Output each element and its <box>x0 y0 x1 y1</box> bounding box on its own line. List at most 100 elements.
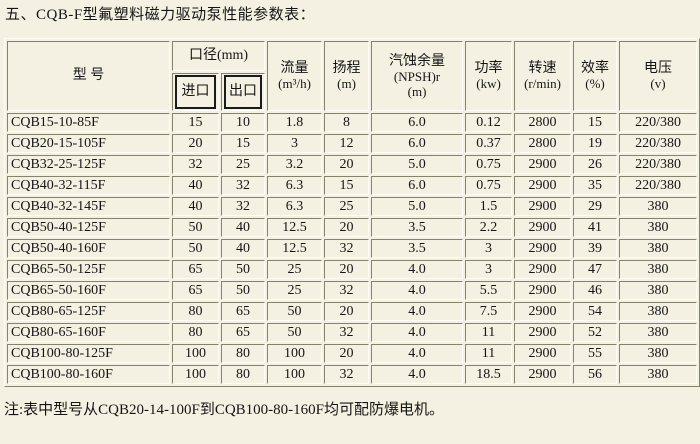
cell-npsh: 4.0 <box>371 344 464 363</box>
cell-speed: 2900 <box>514 239 572 258</box>
table-row: CQB80-65-160F 80 65 50 32 4.0 11 2900 52 380 <box>7 323 698 342</box>
cell-head: 20 <box>324 302 370 321</box>
cell-inlet: 80 <box>172 302 219 321</box>
cell-inlet: 100 <box>172 344 219 363</box>
cell-inlet: 15 <box>172 113 219 132</box>
cell-efficiency: 47 <box>573 260 618 279</box>
cell-model: CQB40-32-145F <box>7 197 170 216</box>
cell-power: 2.2 <box>465 218 513 237</box>
cell-speed: 2900 <box>514 323 572 342</box>
cell-outlet: 25 <box>221 155 266 174</box>
cell-voltage: 380 <box>619 197 698 216</box>
cell-power: 0.75 <box>465 176 513 195</box>
cell-speed: 2900 <box>514 218 572 237</box>
cell-npsh: 6.0 <box>371 113 464 132</box>
cell-speed: 2800 <box>514 134 572 153</box>
cell-voltage: 380 <box>619 218 698 237</box>
cell-voltage: 380 <box>619 365 698 384</box>
cell-model: CQB32-25-125F <box>7 155 170 174</box>
outlet-box: 出口 <box>224 75 263 109</box>
header-inlet: 进口 <box>172 73 219 111</box>
cell-npsh: 5.0 <box>371 197 464 216</box>
cell-power: 18.5 <box>465 365 513 384</box>
cell-head: 32 <box>324 323 370 342</box>
cell-efficiency: 56 <box>573 365 618 384</box>
cell-head: 8 <box>324 113 370 132</box>
cell-flow: 50 <box>267 302 323 321</box>
cell-inlet: 65 <box>172 281 219 300</box>
cell-inlet: 40 <box>172 176 219 195</box>
header-voltage: 电压 (v) <box>619 41 698 111</box>
cell-model: CQB40-32-115F <box>7 176 170 195</box>
cell-flow: 25 <box>267 281 323 300</box>
cell-efficiency: 35 <box>573 176 618 195</box>
cell-flow: 12.5 <box>267 218 323 237</box>
cell-flow: 6.3 <box>267 197 323 216</box>
cell-npsh: 3.5 <box>371 218 464 237</box>
cell-power: 0.12 <box>465 113 513 132</box>
cell-flow: 3.2 <box>267 155 323 174</box>
table-row: CQB65-50-125F 65 50 25 20 4.0 3 2900 47 380 <box>7 260 698 279</box>
cell-inlet: 65 <box>172 260 219 279</box>
page-title: 五、CQB-F型氟塑料磁力驱动泵性能参数表： <box>5 7 316 23</box>
table-row: CQB100-80-125F 100 80 100 20 4.0 11 2900 55 380 <box>7 344 698 363</box>
cell-outlet: 50 <box>221 281 266 300</box>
cell-voltage: 220/380 <box>619 134 698 153</box>
cell-outlet: 32 <box>221 197 266 216</box>
cell-head: 25 <box>324 197 370 216</box>
cell-efficiency: 52 <box>573 323 618 342</box>
cell-efficiency: 39 <box>573 239 618 258</box>
cell-flow: 1.8 <box>267 113 323 132</box>
cell-voltage: 380 <box>619 323 698 342</box>
cell-npsh: 4.0 <box>371 323 464 342</box>
cell-flow: 50 <box>267 323 323 342</box>
table-header: 型 号 口径(mm) 流量 (m³/h) 扬程 (m) 汽蚀余量 (NPSH)r… <box>7 41 698 111</box>
cell-voltage: 220/380 <box>619 113 698 132</box>
header-power: 功率 (kw) <box>465 41 513 111</box>
cell-npsh: 4.0 <box>371 260 464 279</box>
cell-npsh: 4.0 <box>371 302 464 321</box>
cell-efficiency: 41 <box>573 218 618 237</box>
cell-speed: 2900 <box>514 365 572 384</box>
cell-voltage: 380 <box>619 260 698 279</box>
pump-performance-table: 型 号 口径(mm) 流量 (m³/h) 扬程 (m) 汽蚀余量 (NPSH)r… <box>4 38 700 387</box>
cell-head: 32 <box>324 365 370 384</box>
cell-power: 3 <box>465 260 513 279</box>
cell-power: 0.37 <box>465 134 513 153</box>
cell-outlet: 50 <box>221 260 266 279</box>
cell-voltage: 380 <box>619 344 698 363</box>
cell-power: 0.75 <box>465 155 513 174</box>
cell-power: 11 <box>465 323 513 342</box>
cell-voltage: 380 <box>619 239 698 258</box>
cell-model: CQB50-40-125F <box>7 218 170 237</box>
cell-npsh: 4.0 <box>371 281 464 300</box>
cell-power: 11 <box>465 344 513 363</box>
cell-efficiency: 46 <box>573 281 618 300</box>
cell-outlet: 40 <box>221 239 266 258</box>
table-row: CQB100-80-160F 100 80 100 32 4.0 18.5 2900 56 380 <box>7 365 698 384</box>
cell-model: CQB50-40-160F <box>7 239 170 258</box>
cell-efficiency: 55 <box>573 344 618 363</box>
header-npsh: 汽蚀余量 (NPSH)r (m) <box>371 41 464 111</box>
table-row: CQB80-65-125F 80 65 50 20 4.0 7.5 2900 54 380 <box>7 302 698 321</box>
cell-head: 32 <box>324 281 370 300</box>
cell-model: CQB65-50-160F <box>7 281 170 300</box>
cell-npsh: 3.5 <box>371 239 464 258</box>
inlet-box: 进口 <box>175 75 216 109</box>
cell-speed: 2900 <box>514 260 572 279</box>
cell-efficiency: 26 <box>573 155 618 174</box>
cell-speed: 2800 <box>514 113 572 132</box>
table-row: CQB50-40-125F 50 40 12.5 20 3.5 2.2 2900 41 380 <box>7 218 698 237</box>
cell-outlet: 10 <box>221 113 266 132</box>
table-row: CQB15-10-85F 15 10 1.8 8 6.0 0.12 2800 15 220/380 <box>7 113 698 132</box>
cell-model: CQB65-50-125F <box>7 260 170 279</box>
cell-flow: 100 <box>267 365 323 384</box>
cell-flow: 12.5 <box>267 239 323 258</box>
cell-head: 20 <box>324 155 370 174</box>
cell-head: 20 <box>324 260 370 279</box>
header-outlet: 出口 <box>221 73 266 111</box>
cell-inlet: 32 <box>172 155 219 174</box>
cell-speed: 2900 <box>514 302 572 321</box>
table-row: CQB50-40-160F 50 40 12.5 32 3.5 3 2900 39 380 <box>7 239 698 258</box>
page: 五、CQB-F型氟塑料磁力驱动泵性能参数表： 型 号 口径(mm) 流量 (m³… <box>4 7 700 418</box>
